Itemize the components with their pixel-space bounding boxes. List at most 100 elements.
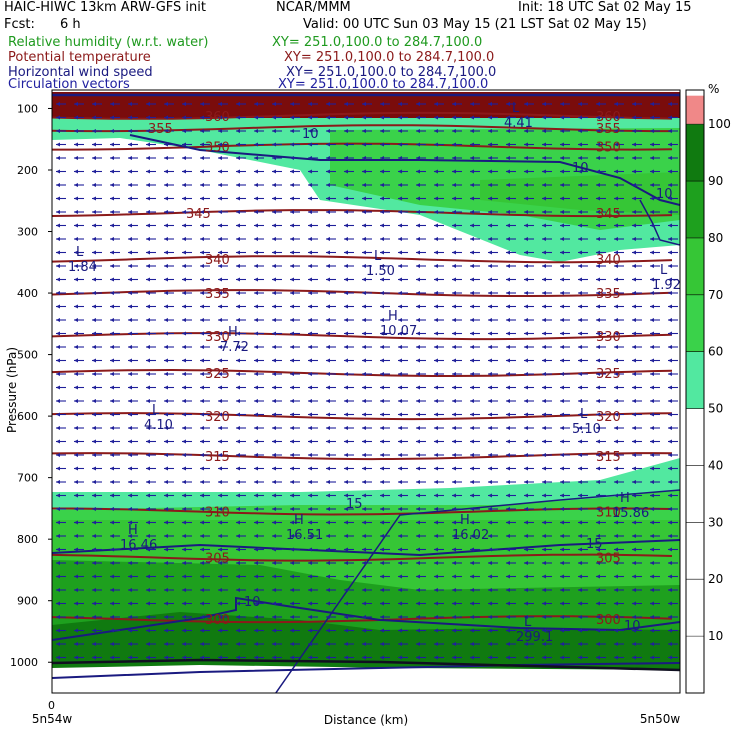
wind-vector-head	[290, 156, 294, 160]
wind-vector-head	[434, 520, 438, 525]
wind-vector-head	[506, 466, 510, 471]
wind-vector-head	[182, 453, 186, 457]
wind-vector-head	[632, 520, 636, 525]
wind-vector-head	[182, 304, 186, 309]
wind-vector-head	[596, 642, 600, 646]
wind-vector-head	[452, 412, 456, 417]
wind-vector-head	[92, 574, 96, 579]
wind-vector-head	[164, 102, 168, 106]
wind-vector-head	[56, 318, 60, 322]
wind-vector-head	[128, 129, 132, 133]
wind-vector-head	[434, 210, 438, 214]
wind-vector-head	[614, 399, 618, 403]
wind-vector-head	[218, 250, 222, 255]
wind-vector-head	[632, 156, 636, 160]
wind-vector-head	[578, 210, 582, 214]
wind-vector-head	[218, 142, 222, 147]
extremum-letter-2: L	[660, 263, 668, 278]
wind-vector-head	[434, 547, 438, 552]
wind-vector-head	[56, 237, 60, 241]
wind-speed-label-5: 10	[244, 595, 261, 610]
wind-vector-head	[254, 156, 258, 160]
theta-label-310-0: 310	[205, 505, 230, 520]
wind-vector-head	[560, 574, 564, 579]
wind-vector-head	[416, 615, 420, 619]
wind-vector-head	[128, 534, 132, 538]
wind-vector-head	[578, 223, 582, 228]
wind-vector-head	[362, 601, 366, 606]
wind-vector-head	[470, 588, 474, 592]
wind-vector-head	[632, 142, 636, 147]
theta-contour-320	[52, 412, 673, 421]
y-tick-label-1000: 1000	[10, 656, 38, 669]
wind-vector-head	[470, 399, 474, 403]
wind-vector-head	[200, 129, 204, 133]
wind-vector-head	[92, 520, 96, 525]
wind-vector-head	[308, 642, 312, 646]
wind-vector-head	[146, 250, 150, 255]
wind-vector-head	[326, 210, 330, 214]
wind-vector-head	[524, 358, 528, 363]
wind-vector-head	[254, 534, 258, 538]
wind-vector-head	[182, 399, 186, 403]
wind-vector-head	[542, 291, 546, 295]
wind-vector-head	[110, 169, 114, 174]
extremum-letter-8: H	[128, 523, 138, 538]
wind-vector-head	[182, 520, 186, 525]
wind-vector-head	[362, 439, 366, 444]
wind-vector-head	[290, 507, 294, 511]
wind-vector-head	[326, 561, 330, 565]
wind-vector-head	[668, 588, 672, 592]
wind-vector-head	[560, 547, 564, 552]
wind-vector-head	[74, 183, 78, 187]
wind-vector-head	[128, 331, 132, 336]
wind-vector-head	[416, 547, 420, 552]
wind-vector-head	[506, 601, 510, 606]
wind-vector-head	[200, 372, 204, 376]
wind-vector-head	[416, 655, 420, 660]
wind-vector-head	[578, 574, 582, 579]
wind-vector-head	[614, 277, 618, 282]
wind-vector-head	[146, 156, 150, 160]
wind-vector-head	[182, 507, 186, 511]
wind-vector-head	[128, 588, 132, 592]
wind-vector-head	[596, 277, 600, 282]
wind-vector-head	[416, 534, 420, 538]
wind-vector-head	[164, 264, 168, 268]
wind-vector-head	[272, 223, 276, 228]
wind-vector-head	[614, 520, 618, 525]
wind-vector-head	[74, 318, 78, 322]
wind-vector-head	[470, 183, 474, 187]
wind-vector-head	[344, 345, 348, 349]
wind-vector-head	[452, 507, 456, 511]
wind-vector-head	[236, 264, 240, 268]
wind-vector-head	[146, 453, 150, 457]
wind-vector-head	[182, 223, 186, 228]
wind-vector-head	[182, 156, 186, 160]
extremum-value-12: 299.1	[516, 630, 553, 645]
wind-vector-head	[92, 426, 96, 430]
wind-vector-head	[668, 480, 672, 484]
wind-vector-head	[470, 628, 474, 633]
wind-vector-head	[542, 642, 546, 646]
wind-vector-head	[92, 507, 96, 511]
wind-vector-head	[542, 561, 546, 565]
wind-vector-head	[164, 547, 168, 552]
wind-vector-head	[524, 196, 528, 201]
wind-vector-head	[668, 412, 672, 417]
wind-vector-head	[74, 169, 78, 174]
wind-vector-head	[128, 642, 132, 646]
wind-vector-head	[632, 385, 636, 390]
wind-vector-head	[200, 601, 204, 606]
wind-vector-head	[362, 615, 366, 619]
wind-vector-head	[506, 358, 510, 363]
wind-vector-head	[326, 601, 330, 606]
wind-vector-head	[668, 331, 672, 336]
wind-vector-head	[596, 318, 600, 322]
wind-vector-head	[596, 466, 600, 471]
wind-vector-head	[614, 142, 618, 147]
wind-vector-head	[254, 264, 258, 268]
wind-vector-head	[92, 534, 96, 538]
wind-vector-head	[452, 520, 456, 525]
wind-vector-head	[200, 169, 204, 174]
